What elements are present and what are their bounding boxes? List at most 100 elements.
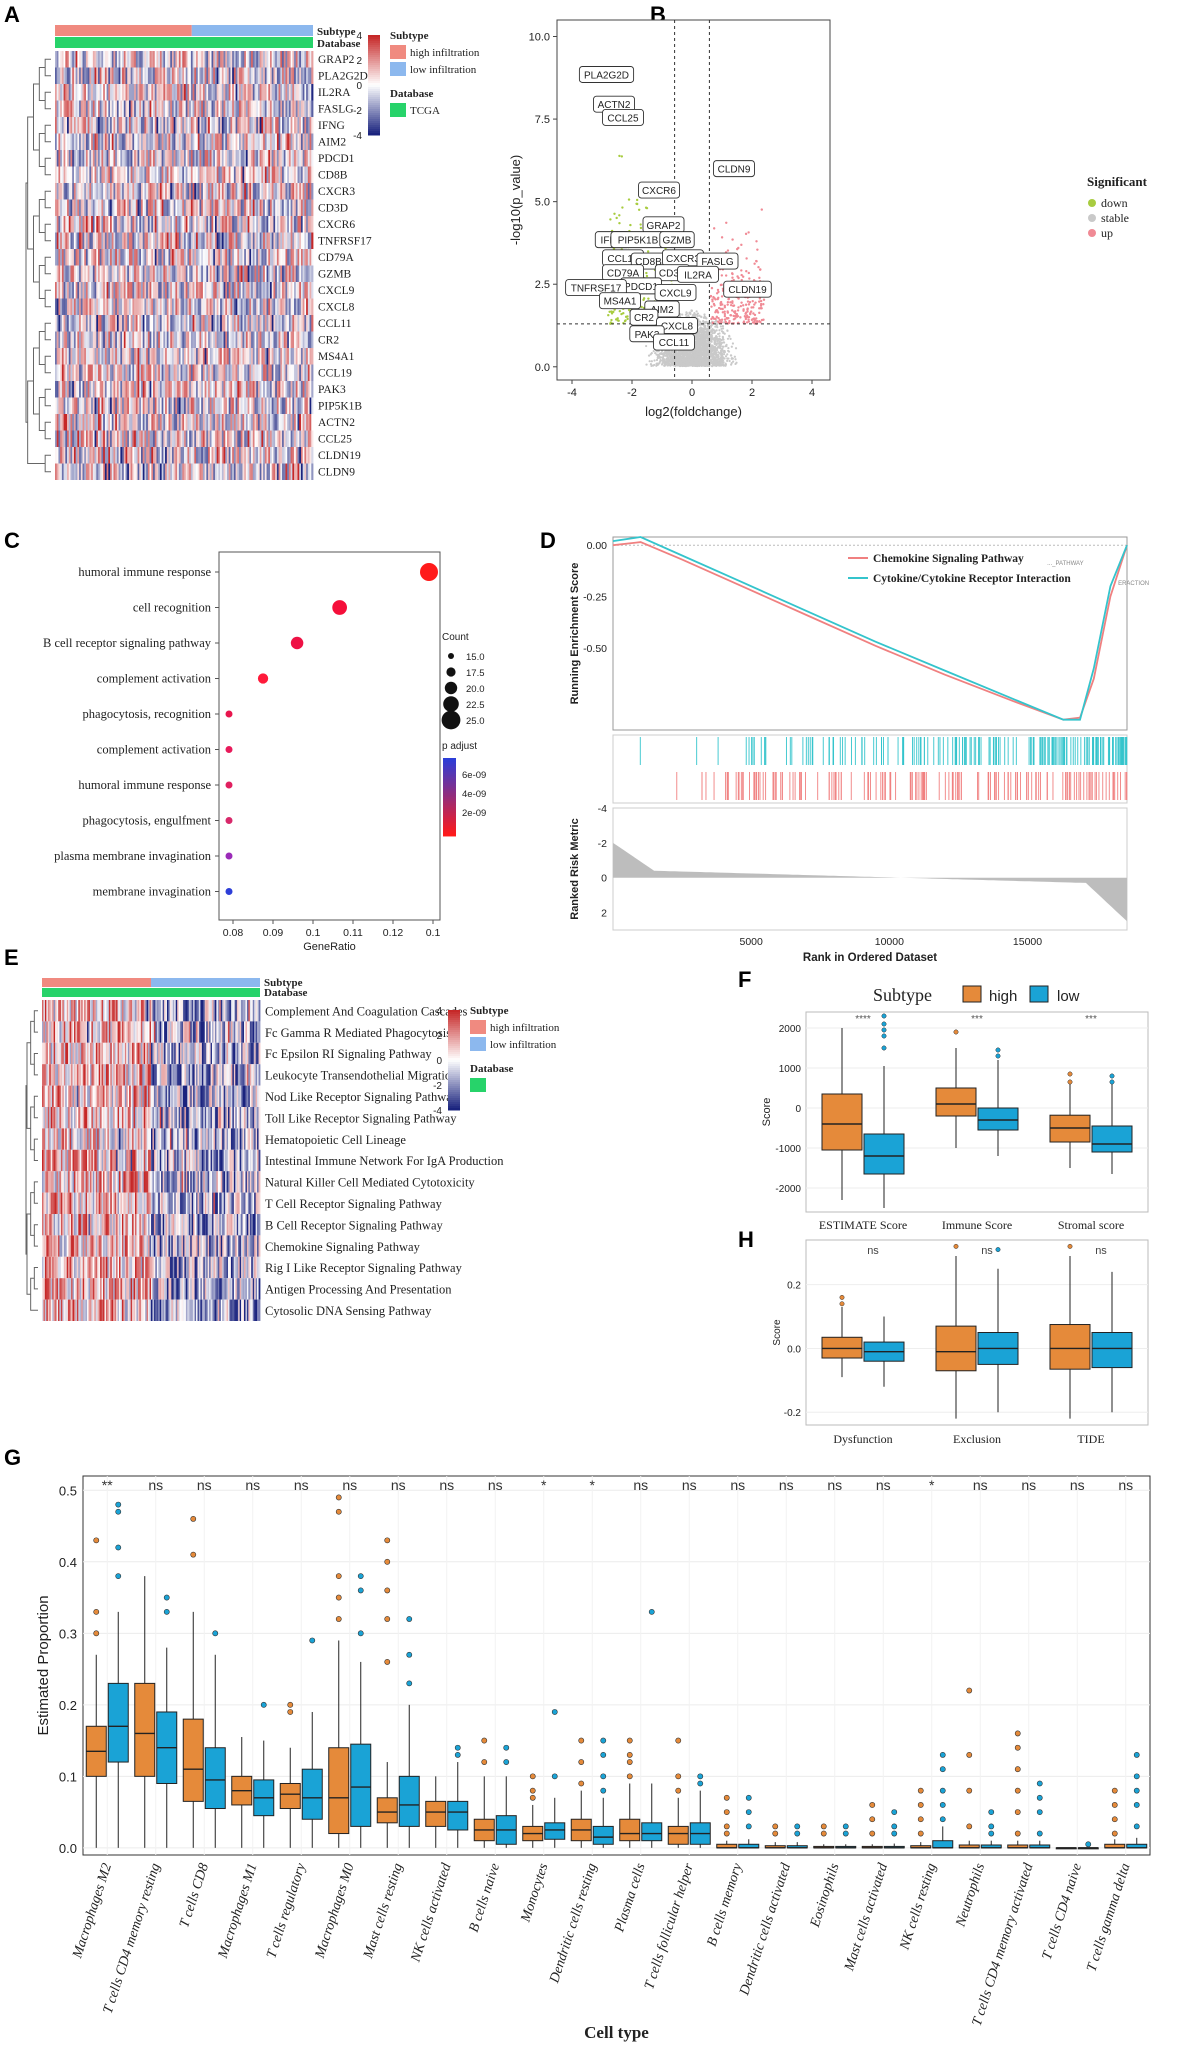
a-heat-cell <box>103 51 106 68</box>
a-heat-cell <box>128 381 132 398</box>
a-heat-cell <box>134 166 137 183</box>
a-heat-cell <box>175 315 178 332</box>
a-heat-cell <box>259 397 262 414</box>
a-heat-cell <box>58 364 61 381</box>
a-heat-cell <box>125 447 128 464</box>
a-heat-cell <box>94 249 97 266</box>
a-heat-cell <box>58 331 61 348</box>
a-heat-cell <box>295 232 298 249</box>
a-heat-cell <box>297 232 300 249</box>
a-heat-cell <box>154 282 157 299</box>
a-heat-cell <box>137 430 140 447</box>
a-heat-cell <box>287 430 290 447</box>
a-heat-cell <box>283 315 286 332</box>
a-heat-cell <box>244 183 247 200</box>
a-heat-cell <box>75 84 78 101</box>
a-heat-cell <box>166 463 169 480</box>
a-heat-cell <box>146 199 149 216</box>
a-heat-cell <box>244 117 247 134</box>
a-heat-cell <box>127 381 130 398</box>
a-heat-cell <box>202 100 206 117</box>
a-heat-cell <box>196 265 199 282</box>
a-heat-cell <box>228 430 231 447</box>
a-heat-cell <box>194 232 197 249</box>
a-heat-cell <box>264 249 267 266</box>
a-heat-cell <box>161 381 164 398</box>
a-heat-cell <box>72 183 75 200</box>
a-heat-cell <box>223 199 226 216</box>
a-heat-cell <box>85 364 89 381</box>
a-heat-cell <box>192 315 195 332</box>
a-heat-cell <box>173 265 176 282</box>
a-heat-cell <box>135 348 138 365</box>
a-heat-cell <box>290 414 293 431</box>
a-heat-cell <box>101 150 104 167</box>
a-heat-cell <box>98 150 101 167</box>
a-heat-cell <box>125 100 128 117</box>
a-heat-cell <box>115 364 118 381</box>
a-heat-cell <box>214 249 218 266</box>
a-heat-cell <box>300 51 304 68</box>
a-heat-cell <box>294 249 297 266</box>
a-heat-cell <box>290 381 293 398</box>
a-heat-cell <box>311 216 314 233</box>
a-heat-cell <box>185 183 188 200</box>
a-heat-cell <box>245 265 249 282</box>
a-heat-cell <box>128 100 132 117</box>
a-heat-cell <box>110 315 113 332</box>
a-heat-cell <box>125 265 128 282</box>
a-heat-cell <box>156 447 159 464</box>
a-heat-cell <box>196 117 199 134</box>
a-heat-cell <box>244 298 247 315</box>
a-heat-cell <box>103 216 106 233</box>
a-heat-cell <box>189 84 192 101</box>
a-heat-cell <box>60 397 63 414</box>
a-heat-cell <box>202 232 206 249</box>
a-heat-cell <box>275 364 278 381</box>
a-heat-cell <box>141 199 144 216</box>
a-heat-cell <box>139 282 142 299</box>
a-heat-cell <box>185 67 188 84</box>
a-heat-cell <box>87 166 90 183</box>
a-heat-cell <box>211 166 214 183</box>
a-heat-cell <box>204 249 207 266</box>
a-heat-cell <box>273 364 276 381</box>
a-heat-cell <box>156 414 159 431</box>
a-heat-cell <box>288 199 292 216</box>
a-heat-cell <box>153 150 156 167</box>
a-heat-cell <box>233 232 236 249</box>
a-heat-cell <box>202 216 206 233</box>
a-heat-cell <box>306 364 309 381</box>
a-heat-cell <box>254 397 257 414</box>
a-heat-cell <box>251 414 254 431</box>
a-heat-cell <box>134 315 137 332</box>
a-heat-cell <box>264 100 267 117</box>
a-heat-cell <box>156 381 159 398</box>
a-heat-cell <box>309 430 312 447</box>
a-heat-cell <box>285 397 288 414</box>
a-heat-cell <box>149 199 152 216</box>
a-heat-cell <box>128 348 132 365</box>
a-heat-cell <box>58 298 61 315</box>
a-heat-cell <box>242 150 245 167</box>
a-heat-cell <box>103 265 106 282</box>
a-heat-cell <box>70 414 73 431</box>
a-heat-cell <box>73 117 77 134</box>
a-heat-cell <box>85 447 89 464</box>
a-heat-cell <box>304 315 307 332</box>
a-heat-cell <box>147 117 150 134</box>
a-heat-cell <box>170 364 173 381</box>
a-heat-cell <box>127 249 130 266</box>
a-heat-cell <box>89 265 92 282</box>
a-heat-cell <box>116 348 120 365</box>
a-heat-cell <box>132 282 135 299</box>
a-heat-cell <box>263 463 266 480</box>
a-heat-cell <box>282 117 285 134</box>
a-heat-cell <box>142 414 145 431</box>
a-heat-cell <box>108 133 111 150</box>
a-heat-cell <box>190 216 193 233</box>
a-heat-cell <box>165 282 168 299</box>
a-heat-cell <box>134 282 137 299</box>
a-heat-cell <box>159 133 163 150</box>
a-heat-cell <box>111 117 114 134</box>
